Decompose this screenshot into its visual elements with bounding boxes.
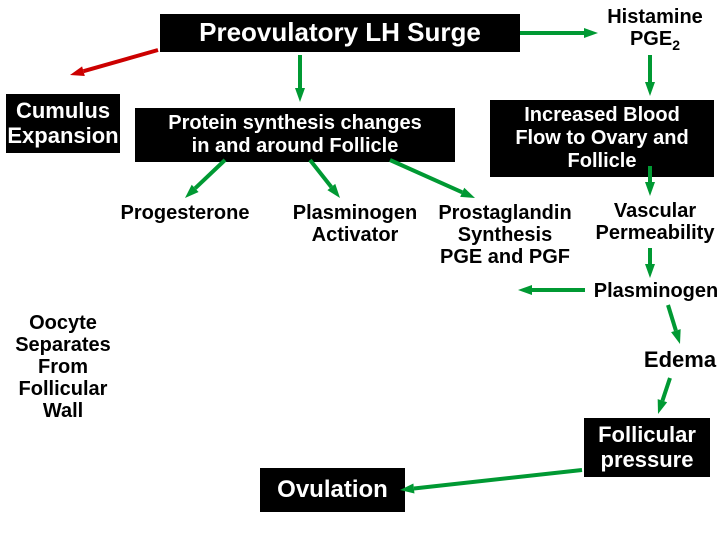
label-edema: Edema	[640, 348, 720, 372]
bloodflow-l2: Flow to Ovary and	[515, 127, 688, 150]
oo-l5: Wall	[43, 400, 83, 422]
bloodflow-l1: Increased Blood	[524, 104, 680, 127]
plas-text: Plasminogen	[594, 280, 718, 302]
pg-l3: PGE and PGF	[440, 246, 570, 268]
label-vascular: Vascular Permeability	[590, 200, 720, 244]
fp-l2: pressure	[601, 447, 694, 472]
protein-l1: Protein synthesis changes	[168, 112, 421, 135]
prog-text: Progesterone	[121, 202, 250, 224]
cumulus-l1: Cumulus	[16, 98, 110, 123]
edema-text: Edema	[644, 347, 716, 372]
fp-l1: Follicular	[598, 422, 696, 447]
hist-l2: PGE2	[630, 28, 680, 50]
oo-l2: Separates	[15, 334, 111, 356]
ovulation-text: Ovulation	[277, 476, 388, 504]
vp-l2: Permeability	[596, 222, 715, 244]
pg-l1: Prostaglandin	[438, 202, 571, 224]
protein-l2: in and around Follicle	[192, 135, 399, 158]
box-ovulation: Ovulation	[260, 468, 405, 512]
box-cumulus: Cumulus Expansion	[6, 94, 120, 153]
pa-l1: Plasminogen	[293, 202, 417, 224]
title-text: Preovulatory LH Surge	[199, 18, 481, 48]
bloodflow-l3: Follicle	[568, 150, 637, 173]
box-protein: Protein synthesis changes in and around …	[135, 108, 455, 162]
box-follpressure: Follicular pressure	[584, 418, 710, 477]
oo-l4: Follicular	[19, 378, 108, 400]
oo-l3: From	[38, 356, 88, 378]
label-plasminogen-act: Plasminogen Activator	[280, 202, 430, 246]
label-prostaglandin: Prostaglandin Synthesis PGE and PGF	[430, 202, 580, 268]
label-plasminogen: Plasminogen	[586, 280, 720, 302]
pg-l2: Synthesis	[458, 224, 552, 246]
oo-l1: Oocyte	[29, 312, 97, 334]
box-bloodflow: Increased Blood Flow to Ovary and Follic…	[490, 100, 714, 177]
cumulus-l2: Expansion	[7, 123, 118, 148]
label-oocyte: Oocyte Separates From Follicular Wall	[8, 312, 118, 422]
pa-l2: Activator	[312, 224, 399, 246]
label-progesterone: Progesterone	[110, 202, 260, 224]
box-title: Preovulatory LH Surge	[160, 14, 520, 52]
label-histamine: Histamine PGE2	[600, 6, 710, 53]
hist-l1: Histamine	[607, 6, 703, 28]
vp-l1: Vascular	[614, 200, 696, 222]
